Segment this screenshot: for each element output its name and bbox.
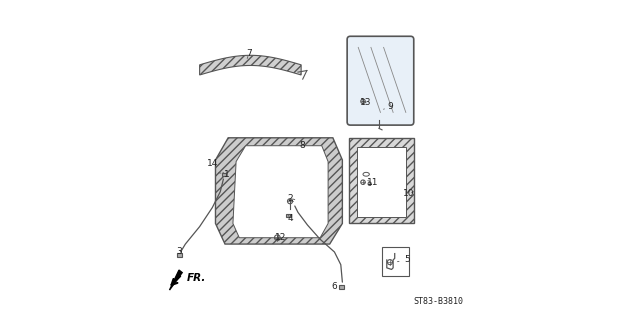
Polygon shape: [169, 270, 182, 290]
Text: 6: 6: [332, 282, 342, 292]
Text: 5: 5: [398, 255, 410, 264]
Text: 13: 13: [360, 99, 372, 108]
Bar: [286, 214, 291, 217]
Text: FR.: FR.: [187, 273, 206, 283]
Text: ST83-B3810: ST83-B3810: [413, 297, 463, 306]
FancyBboxPatch shape: [357, 147, 406, 217]
Text: 1: 1: [219, 170, 230, 179]
Text: 9: 9: [384, 101, 393, 111]
PathPatch shape: [216, 138, 342, 244]
Text: 11: 11: [366, 178, 378, 187]
Bar: [223, 173, 226, 176]
Text: 4: 4: [287, 214, 293, 223]
Ellipse shape: [363, 172, 370, 176]
Text: 10: 10: [403, 189, 415, 198]
Text: 8: 8: [300, 141, 306, 150]
Bar: [339, 285, 344, 289]
FancyBboxPatch shape: [347, 36, 414, 125]
Text: 3: 3: [176, 247, 182, 257]
FancyBboxPatch shape: [349, 138, 414, 223]
PathPatch shape: [200, 55, 301, 75]
Text: 14: 14: [207, 159, 223, 173]
Text: 2: 2: [287, 194, 295, 203]
Text: 7: 7: [246, 49, 252, 59]
PathPatch shape: [233, 146, 328, 238]
Bar: [178, 253, 183, 257]
Text: 12: 12: [275, 233, 286, 242]
Bar: [382, 247, 409, 276]
